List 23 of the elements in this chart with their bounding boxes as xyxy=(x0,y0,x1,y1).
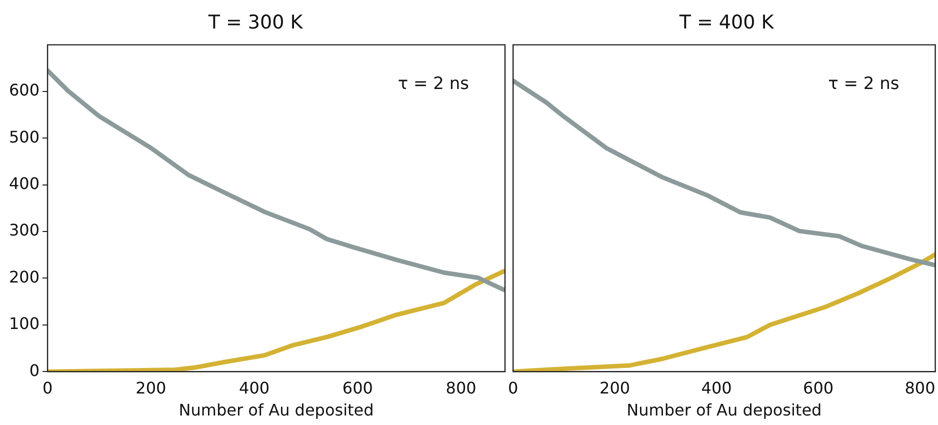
x-tick-label: 0 xyxy=(508,378,518,398)
x-tick-label: 400 xyxy=(701,378,732,398)
y-tick-label: 100 xyxy=(8,314,40,334)
y-tick-label: 600 xyxy=(8,80,40,100)
x-tick-label: 800 xyxy=(446,378,476,398)
x-tick-label: 0 xyxy=(42,378,53,398)
y-tick-label: 400 xyxy=(8,174,40,194)
y-tick-label: 200 xyxy=(8,267,40,286)
x-tick-label: 400 xyxy=(239,378,270,398)
y-tick-label: 300 xyxy=(8,220,40,240)
x-tick-label: 200 xyxy=(600,378,630,398)
x-axis-title: Number of Au deposited xyxy=(626,400,822,420)
annotation: τ = 2 ns xyxy=(828,74,900,94)
chart-title: T = 400 K xyxy=(678,11,774,34)
x-axis-title: Number of Au deposited xyxy=(178,400,374,420)
y-tick-label: 500 xyxy=(8,127,40,146)
x-tick-label: 600 xyxy=(342,378,373,398)
x-tick-label: 200 xyxy=(136,378,166,398)
x-tick-label: 800 xyxy=(904,378,936,398)
x-tick-label: 600 xyxy=(803,378,834,398)
chart-title: T = 300 K xyxy=(207,11,304,34)
y-tick-label: 0 xyxy=(29,360,40,380)
annotation: τ = 2 ns xyxy=(398,74,470,94)
